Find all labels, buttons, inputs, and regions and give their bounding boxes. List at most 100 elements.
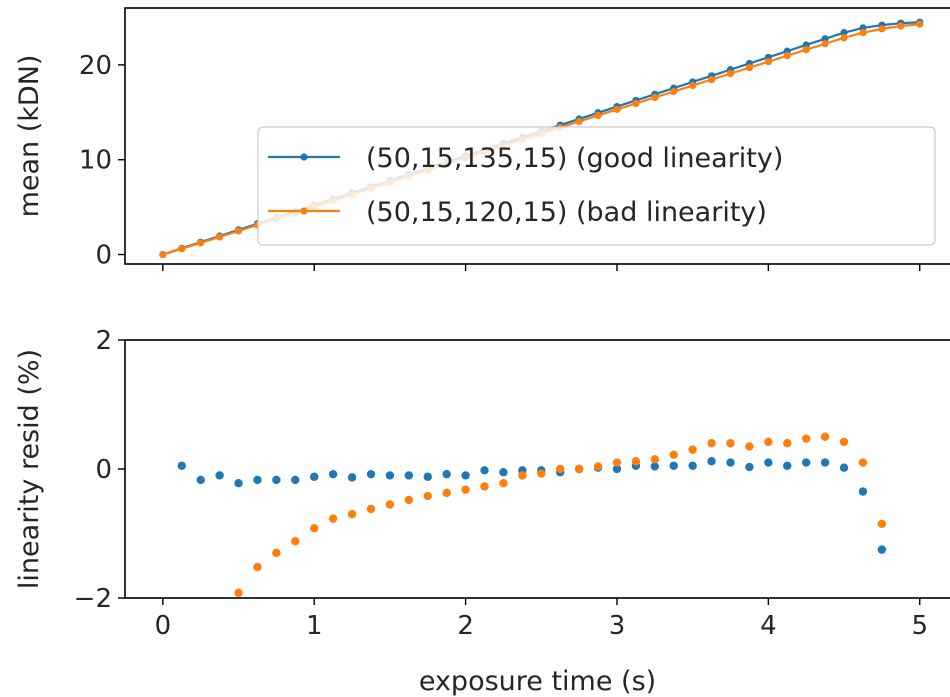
data-point — [328, 469, 338, 479]
y-axis-label: linearity resid (%) — [14, 349, 45, 589]
y-tick-label: 10 — [79, 146, 112, 176]
data-point — [556, 464, 565, 474]
data-point — [328, 514, 338, 523]
data-point — [404, 471, 414, 480]
data-point — [366, 469, 376, 479]
data-point — [423, 472, 432, 481]
data-point — [859, 29, 867, 37]
data-point — [877, 519, 887, 529]
data-point — [801, 434, 811, 443]
x-tick-label: 5 — [911, 611, 928, 641]
data-point — [215, 471, 224, 480]
data-point — [764, 58, 772, 66]
data-point — [178, 245, 186, 253]
data-point — [689, 81, 697, 90]
data-point — [783, 52, 791, 60]
data-point — [253, 475, 262, 485]
data-point — [461, 485, 470, 494]
data-point — [291, 537, 300, 546]
data-point — [726, 70, 735, 78]
data-point — [574, 464, 584, 474]
data-point — [745, 442, 754, 451]
data-point — [707, 75, 716, 84]
data-point — [272, 475, 281, 485]
data-point — [858, 458, 868, 467]
data-point — [631, 457, 641, 466]
data-point — [177, 461, 186, 470]
data-point — [820, 458, 830, 467]
data-point — [897, 22, 905, 30]
data-point — [442, 488, 451, 498]
data-point — [310, 524, 319, 533]
data-point — [839, 463, 849, 472]
data-point — [613, 105, 621, 114]
data-point — [159, 250, 167, 259]
data-point — [216, 233, 224, 241]
data-point — [878, 25, 886, 33]
x-tick-label: 3 — [609, 611, 626, 641]
x-tick-label: 2 — [457, 611, 474, 641]
data-point — [840, 29, 848, 37]
x-tick-label: 4 — [760, 611, 777, 641]
data-point — [669, 450, 678, 460]
legend-marker — [300, 207, 308, 215]
data-point — [310, 472, 319, 481]
data-point — [612, 458, 622, 467]
data-point — [537, 469, 546, 478]
data-point — [461, 471, 470, 480]
data-point — [234, 478, 243, 488]
data-point — [801, 458, 811, 467]
y-tick-label: 0 — [95, 241, 112, 271]
data-point — [916, 20, 924, 28]
y-tick-label: −2 — [74, 584, 112, 614]
data-point — [480, 482, 489, 491]
x-axis-label: exposure time (s) — [419, 666, 656, 697]
data-point — [594, 111, 602, 120]
data-point — [612, 464, 622, 474]
data-point — [764, 437, 773, 447]
data-point — [821, 35, 829, 43]
data-point — [518, 471, 527, 480]
data-point — [783, 461, 792, 470]
data-point — [442, 469, 451, 479]
data-point — [707, 439, 716, 448]
data-point — [632, 99, 640, 108]
x-tick-label: 0 — [155, 611, 172, 641]
data-point — [669, 461, 678, 470]
data-point — [272, 548, 281, 558]
data-point — [650, 455, 660, 464]
data-point — [688, 445, 697, 454]
data-point — [234, 588, 243, 598]
plot-frame — [124, 7, 950, 265]
data-point — [575, 117, 583, 126]
data-point — [820, 432, 830, 441]
data-point — [688, 461, 697, 470]
data-point — [877, 545, 887, 554]
y-axis-label: mean (kDN) — [14, 55, 45, 218]
data-point — [404, 495, 414, 505]
data-point — [821, 40, 829, 48]
data-point — [650, 462, 660, 471]
data-point — [253, 562, 262, 572]
data-point — [839, 437, 849, 447]
data-point — [385, 471, 395, 480]
legend-box — [257, 126, 936, 246]
residual-plot: 0 1 2 3 4 5 −2 0 2 linearity resid (%) exposure ti… — [14, 326, 950, 697]
data-point — [347, 473, 357, 482]
y-tick-label: 20 — [79, 51, 112, 81]
data-point — [726, 439, 735, 448]
legend-entry-bad: (50,15,120,15) (bad linearity) — [366, 197, 767, 228]
data-point — [764, 458, 773, 467]
data-point — [347, 509, 357, 519]
data-point — [726, 458, 735, 467]
mean-plot: 0 10 20 mean (kDN) (50,15,135,15) (good line… — [14, 7, 950, 271]
data-point — [197, 239, 205, 247]
y-tick-label: 0 — [95, 455, 112, 485]
data-point — [499, 468, 508, 477]
data-point — [858, 487, 868, 496]
data-point — [423, 491, 432, 501]
data-point — [499, 478, 508, 488]
data-point — [840, 34, 848, 42]
data-point — [480, 466, 489, 475]
